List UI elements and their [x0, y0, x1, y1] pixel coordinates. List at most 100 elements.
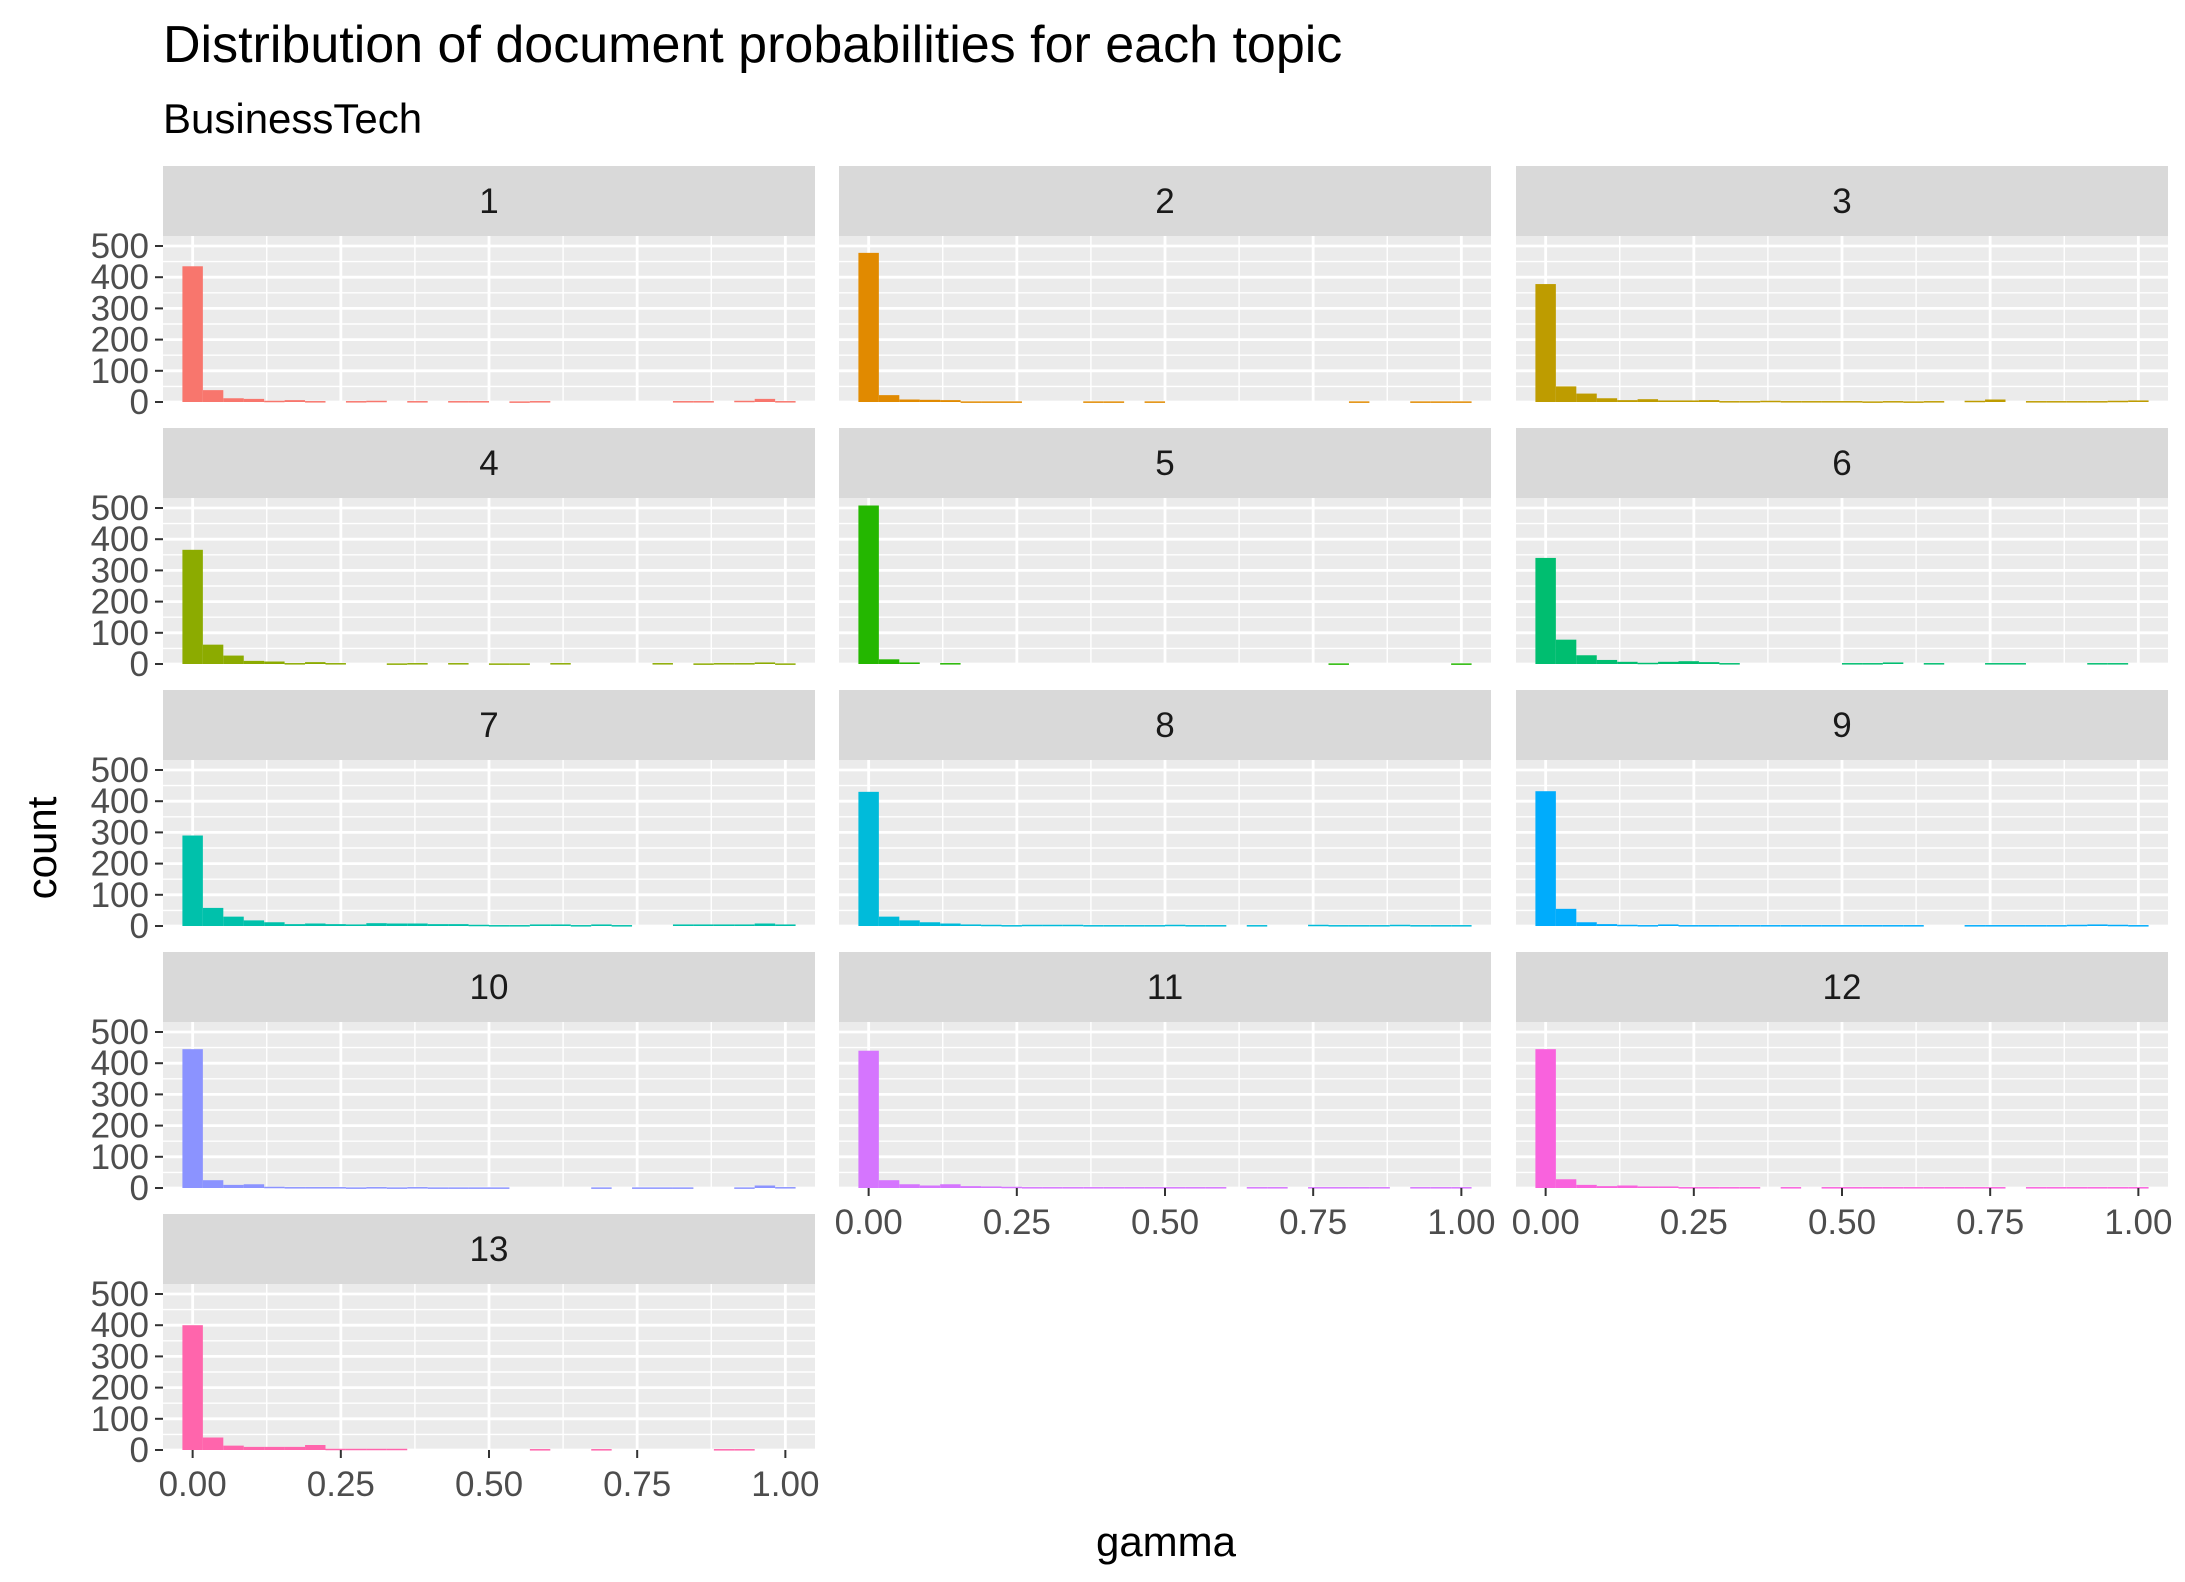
- histogram-bar: [611, 925, 633, 927]
- histogram-bar: [878, 659, 900, 664]
- histogram-bar: [468, 924, 490, 927]
- y-tick-label: 0: [130, 1431, 149, 1470]
- histogram-bar: [1841, 401, 1863, 403]
- histogram-bar: [1637, 662, 1659, 665]
- histogram-bar: [1308, 924, 1329, 927]
- histogram-bar: [591, 1449, 612, 1451]
- histogram-bar: [858, 252, 879, 402]
- histogram-bar: [1903, 925, 1924, 927]
- histogram-bar: [899, 1184, 920, 1188]
- histogram-bar: [1535, 284, 1556, 402]
- histogram-bar: [981, 401, 1002, 403]
- y-tick-label: 400: [91, 1306, 149, 1345]
- histogram-bar: [1637, 925, 1659, 927]
- y-tick-label: 200: [91, 845, 149, 884]
- histogram-bar: [1042, 1187, 1063, 1189]
- histogram-bar: [243, 920, 265, 926]
- histogram-bar: [1021, 1187, 1043, 1189]
- histogram-bar: [2005, 925, 2026, 927]
- histogram-bar: [182, 549, 203, 664]
- facet-strip: [163, 1214, 815, 1284]
- histogram-bar: [1555, 386, 1577, 402]
- facet-strip-label: 9: [1832, 706, 1851, 745]
- histogram-bar: [713, 1449, 735, 1451]
- histogram-bar: [1246, 1187, 1268, 1189]
- histogram-bar: [1719, 1187, 1740, 1189]
- histogram-bar: [325, 1448, 346, 1451]
- histogram-bar: [1658, 924, 1679, 926]
- histogram-bar: [1001, 401, 1022, 403]
- histogram-bar: [1246, 925, 1268, 927]
- y-tick-label: 0: [130, 907, 149, 946]
- histogram-bar: [407, 663, 428, 665]
- histogram-bar: [1348, 1187, 1370, 1189]
- histogram-bar: [386, 1187, 408, 1189]
- histogram-bar: [2046, 1187, 2067, 1189]
- histogram-bar: [2046, 401, 2067, 403]
- histogram-bar: [591, 1187, 612, 1189]
- facet-strip: [163, 166, 815, 236]
- y-tick-label: 0: [130, 645, 149, 684]
- histogram-bar: [775, 1187, 796, 1189]
- histogram-bar: [284, 400, 306, 402]
- facet-strip: [839, 690, 1491, 760]
- facet-strip-label: 11: [1147, 968, 1183, 1007]
- histogram-bar: [1267, 1187, 1288, 1189]
- histogram-bar: [1698, 662, 1720, 664]
- histogram-bar: [693, 924, 714, 926]
- histogram-bar: [2107, 663, 2129, 665]
- y-tick-label: 100: [91, 1400, 149, 1439]
- histogram-bar: [1821, 925, 1843, 927]
- histogram-bar: [570, 925, 592, 927]
- histogram-bar: [775, 663, 796, 665]
- histogram-bar: [366, 923, 387, 926]
- histogram-bar: [1637, 399, 1659, 402]
- facet-strip: [1516, 166, 2168, 236]
- y-tick-label: 300: [91, 1337, 149, 1376]
- histogram-bar: [858, 505, 879, 664]
- histogram-bar: [1308, 1187, 1329, 1189]
- histogram-bar: [1882, 401, 1904, 403]
- x-tick-label: 0.50: [1131, 1203, 1199, 1242]
- histogram-bar: [550, 663, 571, 665]
- histogram-bar: [1144, 401, 1166, 403]
- histogram-bar: [284, 663, 306, 665]
- histogram-bar: [1760, 400, 1781, 403]
- y-tick-label: 500: [91, 489, 149, 528]
- histogram-bar: [1658, 400, 1679, 402]
- histogram-bar: [1535, 557, 1556, 664]
- histogram-bar: [2066, 1187, 2088, 1189]
- histogram-bar: [1944, 1187, 1965, 1189]
- histogram-bar: [2066, 924, 2088, 927]
- histogram-bar: [1923, 1187, 1945, 1189]
- x-tick-label: 0.25: [1660, 1203, 1728, 1242]
- histogram-bar: [182, 1049, 203, 1188]
- histogram-bar: [858, 1050, 879, 1188]
- histogram-bar: [1001, 1186, 1022, 1189]
- histogram-bar: [305, 1187, 326, 1189]
- histogram-bar: [1369, 1187, 1390, 1189]
- histogram-bar: [243, 398, 265, 402]
- histogram-bar: [1596, 924, 1618, 926]
- histogram-bar: [754, 662, 776, 664]
- histogram-bar: [1348, 401, 1370, 403]
- histogram-bar: [284, 1446, 306, 1450]
- histogram-bar: [1882, 925, 1904, 927]
- histogram-bar: [919, 399, 941, 402]
- histogram-bar: [2025, 925, 2047, 927]
- facet-strip-label: 4: [479, 444, 498, 483]
- histogram-bar: [1144, 1187, 1166, 1189]
- y-tick-label: 400: [91, 782, 149, 821]
- facet-strip: [163, 952, 815, 1022]
- y-tick-label: 100: [91, 614, 149, 653]
- histogram-bar: [284, 1187, 306, 1189]
- facet-strip-label: 5: [1155, 444, 1174, 483]
- histogram-bar: [878, 1180, 900, 1188]
- y-tick-label: 0: [130, 1169, 149, 1208]
- y-tick-label: 300: [91, 289, 149, 328]
- histogram-bar: [345, 1187, 367, 1189]
- histogram-bar: [1678, 400, 1699, 402]
- histogram-bar: [1062, 1187, 1084, 1189]
- histogram-bar: [2128, 1187, 2149, 1189]
- histogram-bar: [468, 1187, 490, 1189]
